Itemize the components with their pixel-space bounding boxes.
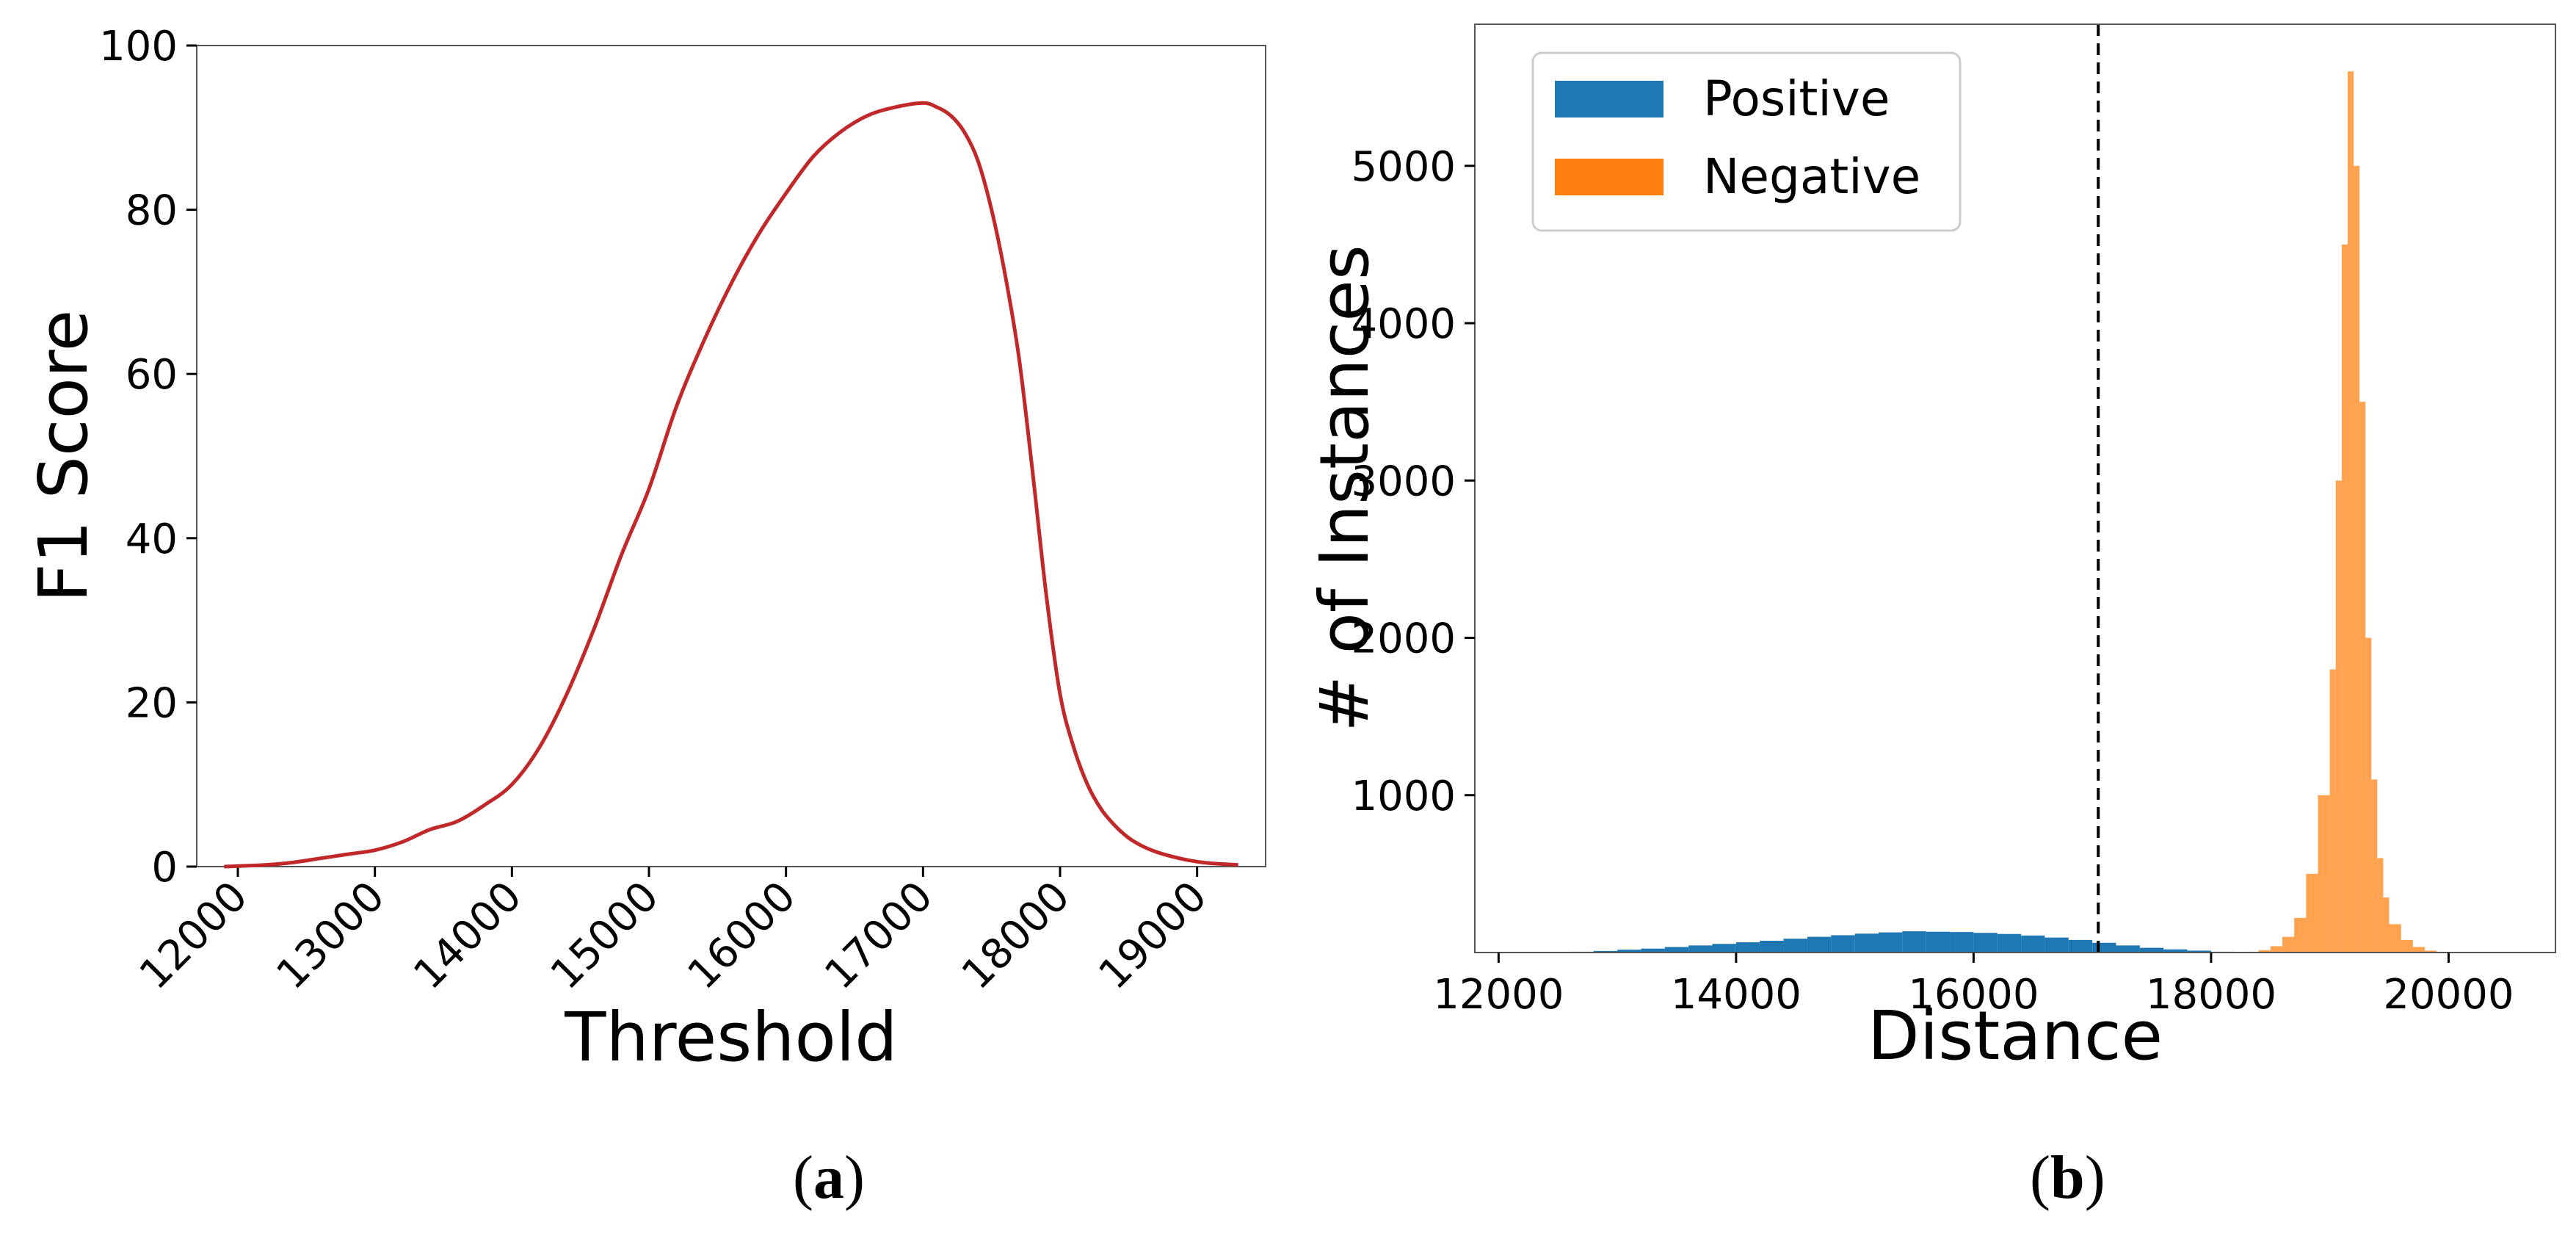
positive-bar xyxy=(2116,945,2140,953)
positive-bar xyxy=(1783,939,1807,953)
x-tick-label: 16000 xyxy=(679,872,805,999)
x-tick-label: 13000 xyxy=(268,872,394,999)
negative-bar xyxy=(2371,779,2378,953)
positive-bar xyxy=(1854,933,1879,953)
positive-bar xyxy=(2045,937,2069,953)
panel-a-y-axis-label: F1 Score xyxy=(24,310,103,602)
positive-bar xyxy=(1878,932,1903,953)
x-tick-label: 20000 xyxy=(2383,971,2514,1019)
legend-label-negative: Negative xyxy=(1703,148,1920,205)
positive-bar xyxy=(1926,931,1951,953)
caption-a: (a) xyxy=(793,1143,865,1212)
y-tick-label: 0 xyxy=(151,844,178,892)
negative-bar xyxy=(2258,950,2271,953)
panel-a-y-ticks: 0 20 40 60 80 100 xyxy=(99,23,197,892)
positive-bar xyxy=(1950,932,1974,953)
positive-bar xyxy=(1997,933,2022,953)
panel-a-f1-chart: 0 20 40 60 80 100 12000 13000 14000 15000 16000 17… xyxy=(24,23,1266,1077)
positive-bar xyxy=(1831,935,1855,953)
panel-a-plot-frame xyxy=(196,45,1266,867)
negative-bar xyxy=(2377,858,2384,953)
legend-swatch-positive xyxy=(1555,81,1663,118)
panel-b-histogram-bars xyxy=(1570,71,2449,953)
panel-b-y-axis-label: # of Instances xyxy=(1305,245,1384,732)
negative-bar xyxy=(2347,71,2354,953)
panel-b-y-ticks: 1000 2000 3000 4000 5000 xyxy=(1351,143,1475,820)
negative-bar xyxy=(2335,480,2342,953)
positive-bar xyxy=(1973,933,1998,953)
negative-bar xyxy=(2401,939,2413,953)
negative-bar xyxy=(2389,924,2401,953)
positive-bar xyxy=(1760,940,1784,953)
positive-bar xyxy=(1712,944,1736,953)
caption-a-letter: a xyxy=(813,1143,844,1212)
positive-bar xyxy=(2139,947,2164,953)
y-tick-label: 2000 xyxy=(1351,615,1456,663)
x-tick-label: 16000 xyxy=(1908,971,2039,1019)
positive-bar xyxy=(2092,942,2116,953)
y-tick-label: 60 xyxy=(126,351,178,399)
x-tick-label: 19000 xyxy=(1090,872,1216,999)
positive-bar xyxy=(1617,950,1641,953)
negative-bar xyxy=(2365,637,2372,953)
negative-bar xyxy=(2354,165,2360,953)
negative-bar xyxy=(2412,947,2426,953)
legend-label-positive: Positive xyxy=(1703,71,1890,127)
negative-bar xyxy=(2282,936,2295,953)
negative-bar xyxy=(2329,669,2336,953)
y-tick-label: 80 xyxy=(126,187,178,235)
y-tick-label: 4000 xyxy=(1351,300,1456,348)
positive-bar xyxy=(1641,948,1665,953)
positive-bar xyxy=(1688,945,1713,953)
y-tick-label: 3000 xyxy=(1351,458,1456,505)
positive-bar xyxy=(1593,950,1618,953)
legend: Positive Negative xyxy=(1531,51,1962,232)
negative-bar xyxy=(2270,946,2282,953)
x-tick-label: 12000 xyxy=(1433,971,1564,1019)
x-tick-label: 18000 xyxy=(953,872,1079,999)
positive-bar xyxy=(1807,936,1832,953)
panel-b-x-axis-label: Distance xyxy=(1868,997,2163,1075)
y-tick-label: 40 xyxy=(126,516,178,563)
negative-bar xyxy=(2425,950,2437,953)
positive-bar xyxy=(2163,949,2188,953)
negative-bar xyxy=(2306,873,2318,953)
positive-bar xyxy=(1902,931,1926,953)
f1-score-line xyxy=(224,101,1238,869)
positive-bar xyxy=(1735,942,1760,953)
y-tick-label: 100 xyxy=(99,23,178,71)
negative-bar xyxy=(2318,795,2330,953)
panel-b-x-ticks: 12000 14000 16000 18000 20000 xyxy=(1433,953,2514,1019)
caption-b: (b) xyxy=(2030,1143,2105,1212)
x-tick-label: 17000 xyxy=(816,872,942,999)
x-tick-label: 18000 xyxy=(2146,971,2276,1019)
x-tick-label: 12000 xyxy=(131,872,257,999)
positive-bar xyxy=(2021,935,2045,953)
negative-bar xyxy=(2383,897,2390,953)
positive-bar xyxy=(2187,950,2211,953)
x-tick-label: 14000 xyxy=(404,872,531,999)
y-tick-label: 1000 xyxy=(1351,773,1456,820)
positive-bar xyxy=(1664,947,1689,953)
panel-b-distance-histogram: 1000 2000 3000 4000 5000 12000 14000 16000 1800… xyxy=(1305,24,2556,1075)
negative-bar xyxy=(2294,917,2307,953)
negative-bar xyxy=(2359,402,2366,953)
negative-bar xyxy=(2341,244,2348,953)
legend-swatch-negative xyxy=(1555,159,1663,195)
caption-b-letter: b xyxy=(2050,1143,2085,1212)
x-tick-label: 15000 xyxy=(542,872,668,999)
panel-a-x-ticks: 12000 13000 14000 15000 16000 17000 18000 19000 xyxy=(131,867,1216,999)
x-tick-label: 14000 xyxy=(1671,971,1802,1019)
y-tick-label: 20 xyxy=(126,679,178,727)
positive-bar xyxy=(2068,939,2093,953)
panel-a-x-axis-label: Threshold xyxy=(564,998,897,1077)
panel-b-plot-frame xyxy=(1474,24,2556,953)
y-tick-label: 5000 xyxy=(1351,143,1456,191)
